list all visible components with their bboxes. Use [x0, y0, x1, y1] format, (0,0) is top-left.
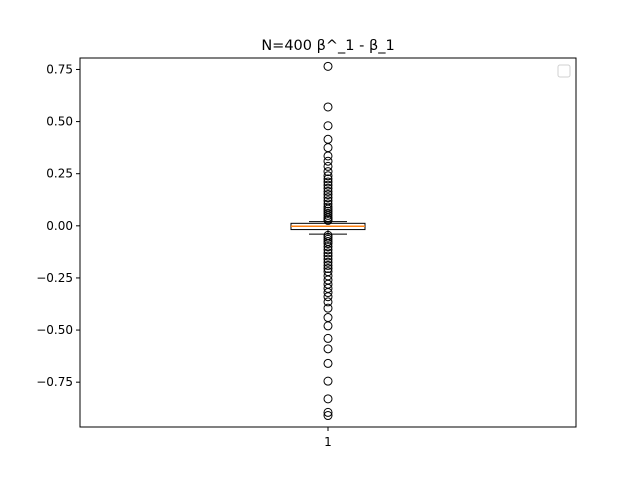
outlier-point — [323, 407, 333, 417]
outlier-point — [323, 151, 333, 161]
outlier-point — [323, 245, 333, 255]
outlier-point — [323, 344, 333, 354]
y-tick-label: 0.50 — [46, 115, 73, 129]
outlier-point — [323, 292, 333, 302]
outlier-point — [323, 242, 333, 252]
outlier-point — [323, 376, 333, 386]
outlier-point — [323, 121, 333, 131]
outlier-point — [323, 183, 333, 193]
y-tick-label: 0.25 — [46, 167, 73, 181]
outlier-point — [323, 208, 333, 218]
y-tick-label: 0.75 — [46, 62, 73, 76]
legend — [557, 64, 571, 78]
outlier-point — [323, 297, 333, 307]
outlier-point — [323, 171, 333, 181]
outlier-point — [323, 321, 333, 331]
axes: −0.75 −0.50 −0.25 0.00 0.25 0.50 0.75 1 — [36, 57, 577, 449]
outlier-point — [323, 167, 333, 177]
outlier-point — [323, 102, 333, 112]
outlier-point — [323, 251, 333, 261]
outlier-point — [323, 358, 333, 368]
outlier-point — [323, 288, 333, 298]
outlier-point — [323, 254, 333, 264]
plot-area — [290, 61, 366, 421]
legend-box — [557, 64, 571, 78]
outlier-point — [323, 161, 333, 171]
x-tick-label: 1 — [324, 435, 332, 449]
y-tick-label: −0.50 — [36, 323, 73, 337]
outlier-point — [323, 248, 333, 258]
outlier-point — [323, 234, 333, 244]
outlier-point — [323, 199, 333, 209]
outlier-point — [323, 232, 333, 242]
chart-title: N=400 β^_1 - β_1 — [261, 38, 394, 54]
y-tick-label: 0.00 — [46, 219, 73, 233]
outlier-point — [323, 411, 333, 421]
outlier-point — [323, 239, 333, 249]
outlier-point — [323, 61, 333, 71]
outlier-point — [323, 210, 333, 220]
outlier-point — [323, 177, 333, 187]
outlier-point — [323, 190, 333, 200]
outlier-point — [323, 303, 333, 313]
outlier-point — [323, 257, 333, 267]
outlier-point — [323, 264, 333, 274]
outlier-point — [323, 215, 333, 225]
y-tick-label: −0.75 — [36, 375, 73, 389]
outlier-point — [323, 333, 333, 343]
outlier-point — [323, 193, 333, 203]
outlier-point — [323, 260, 333, 270]
outlier-point — [323, 174, 333, 184]
outlier-point — [323, 186, 333, 196]
outlier-point — [323, 394, 333, 404]
y-tick-label: −0.25 — [36, 271, 73, 285]
outlier-point — [323, 180, 333, 190]
outlier-point — [323, 156, 333, 166]
